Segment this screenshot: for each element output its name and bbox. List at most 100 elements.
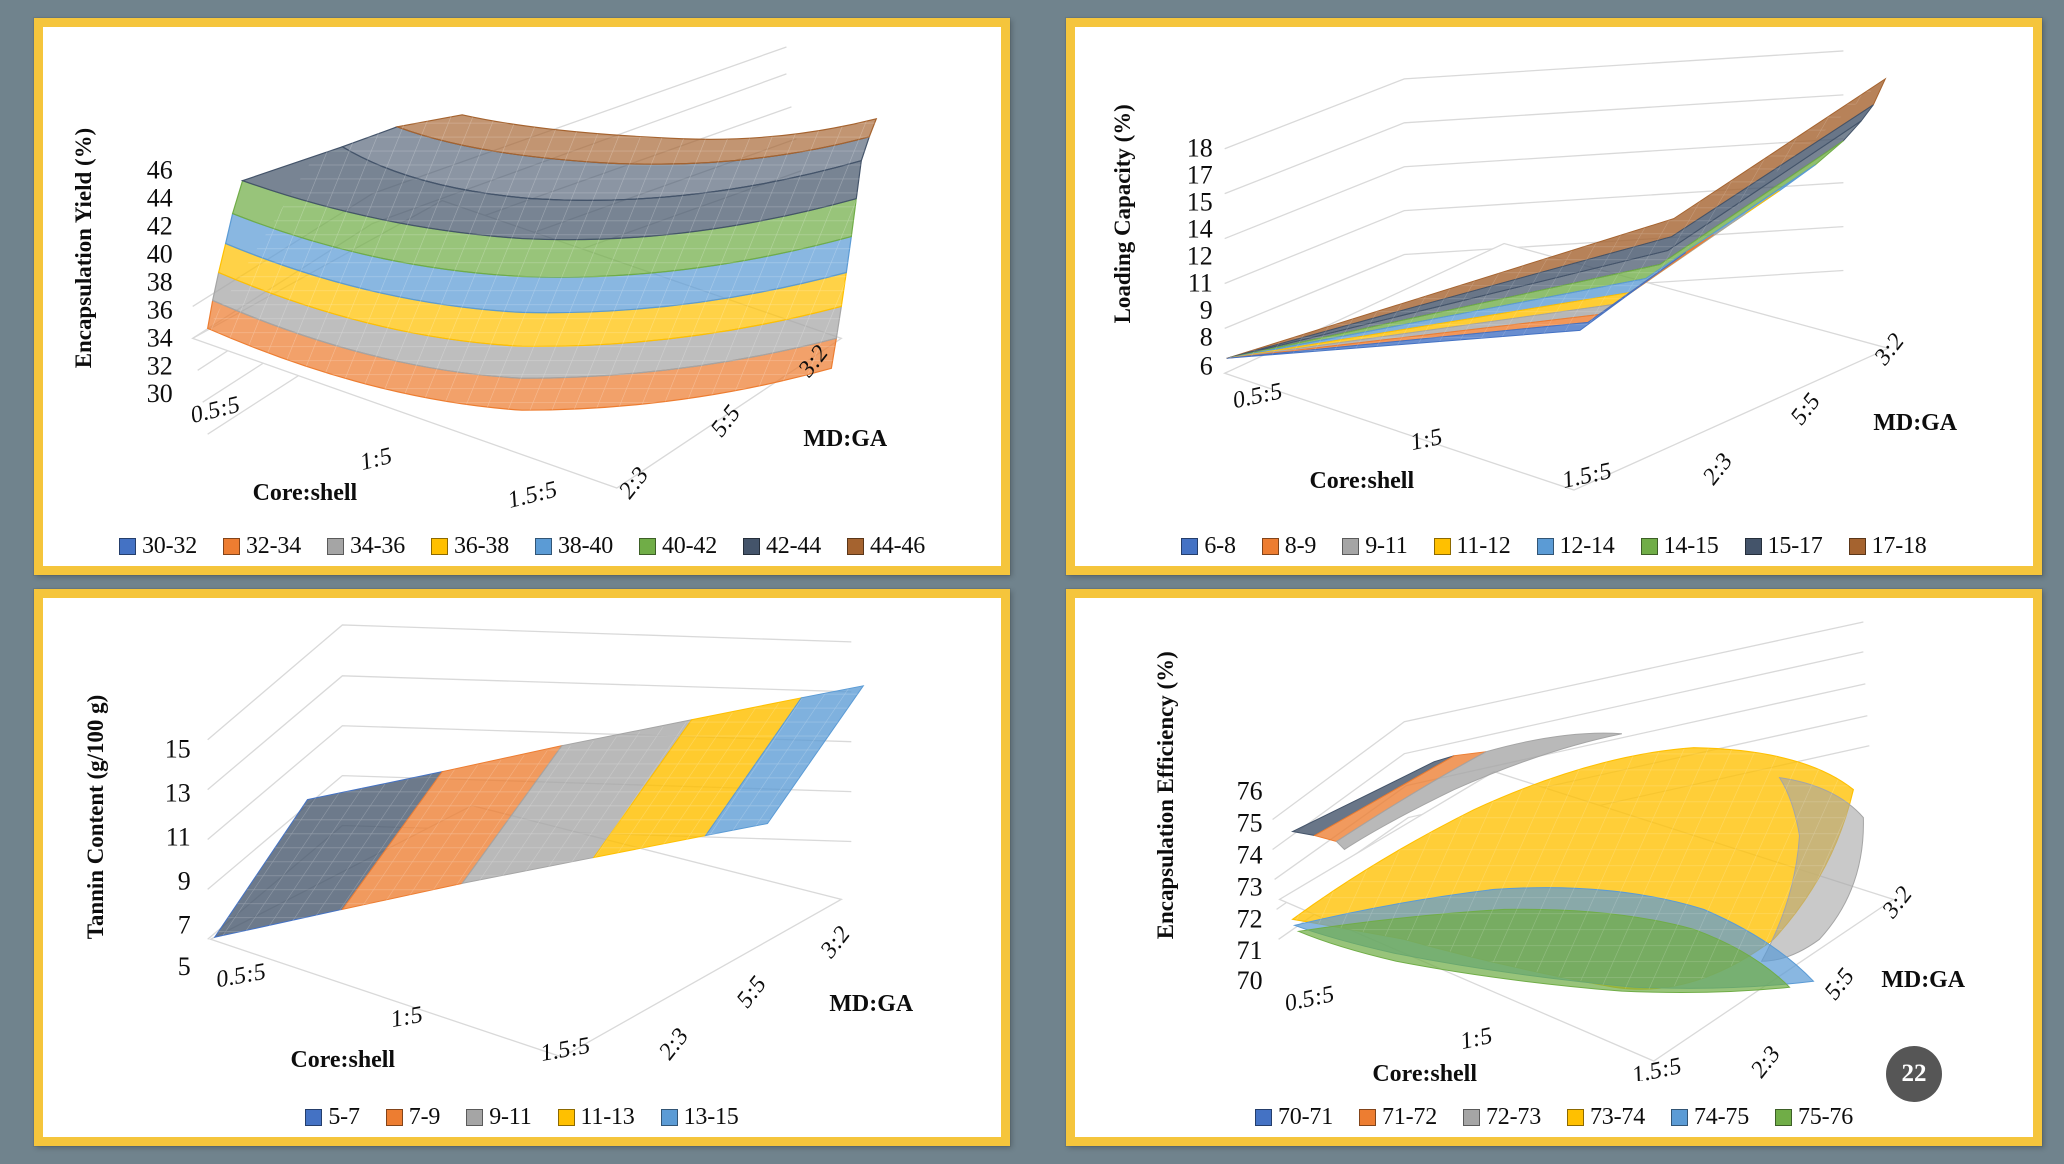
legend-item-label: 9-11 — [489, 1104, 532, 1130]
legend-swatch-icon — [327, 538, 344, 555]
legend-swatch-icon — [1744, 538, 1762, 555]
legend-item[interactable]: 75-76 — [1775, 1104, 1853, 1131]
legend-item[interactable]: 36-38 — [431, 533, 509, 560]
svg-text:38: 38 — [147, 267, 173, 296]
legend-item-label: 72-73 — [1486, 1104, 1541, 1130]
legend-swatch-icon — [743, 538, 760, 555]
legend-swatch-icon — [535, 538, 552, 555]
legend-swatch-icon — [660, 1109, 678, 1126]
x-axis-title-4: Core:shell — [1372, 1061, 1477, 1081]
svg-text:42: 42 — [147, 212, 173, 241]
legend-item[interactable]: 30-32 — [119, 533, 197, 560]
legend-item[interactable]: 32-34 — [223, 533, 301, 560]
legend-swatch-icon — [1640, 538, 1658, 555]
legend-item[interactable]: 15-17 — [1744, 533, 1823, 560]
svg-text:76: 76 — [1237, 777, 1263, 806]
legend-swatch-icon — [1536, 538, 1554, 555]
legend-item[interactable]: 42-44 — [743, 533, 821, 560]
x-axis-ticks-4: 0.5:5 1:5 1.5:5 — [1282, 981, 1683, 1081]
legend-swatch-icon — [1463, 1109, 1480, 1126]
legend-item-label: 32-34 — [246, 533, 301, 559]
legend-item-label: 36-38 — [454, 533, 509, 559]
legend-item[interactable]: 44-46 — [847, 533, 925, 560]
surface-bands — [1290, 732, 1864, 994]
legend-item[interactable]: 40-42 — [639, 533, 717, 560]
svg-text:15: 15 — [165, 735, 191, 764]
legend-item[interactable]: 38-40 — [535, 533, 613, 560]
svg-text:6: 6 — [1200, 351, 1213, 380]
y-axis-title-4: Encapsulation Efficiency (%) — [1153, 651, 1178, 939]
svg-text:1:5: 1:5 — [357, 443, 394, 476]
legend-item-label: 11-13 — [580, 1104, 635, 1130]
legend-item[interactable]: 70-71 — [1255, 1104, 1333, 1131]
legend-swatch-icon — [1342, 538, 1360, 555]
svg-text:72: 72 — [1237, 904, 1263, 933]
legend-item[interactable]: 11-12 — [1433, 533, 1511, 560]
svg-text:12: 12 — [1187, 242, 1213, 271]
legend-item-label: 74-75 — [1694, 1104, 1749, 1130]
z-axis-title-1: MD:GA — [803, 426, 887, 452]
svg-text:1:5: 1:5 — [1408, 424, 1445, 456]
legend-item-label: 12-14 — [1559, 533, 1615, 559]
legend-item-label: 15-17 — [1767, 533, 1823, 559]
chart-area-tannin-content: 15 13 11 9 7 5 Tannin Content (g/100 g) 0.5… — [43, 598, 1001, 1081]
surface-bands — [213, 685, 865, 939]
svg-text:74: 74 — [1237, 840, 1263, 869]
legend-item-label: 7-9 — [408, 1104, 441, 1130]
y-axis-ticks-3: 15 13 11 9 7 5 — [165, 735, 191, 982]
chart-panel-tannin-content[interactable]: 15 13 11 9 7 5 Tannin Content (g/100 g) 0.5… — [34, 589, 1010, 1146]
svg-text:32: 32 — [147, 351, 173, 380]
legend-item[interactable]: 71-72 — [1359, 1104, 1437, 1131]
svg-text:2:3: 2:3 — [1746, 1042, 1786, 1081]
svg-text:73: 73 — [1237, 872, 1263, 901]
svg-text:0.5:5: 0.5:5 — [188, 392, 243, 429]
legend-item[interactable]: 14-15 — [1640, 533, 1719, 560]
legend-item[interactable]: 74-75 — [1671, 1104, 1749, 1131]
svg-text:0.5:5: 0.5:5 — [1282, 981, 1336, 1017]
legend-item[interactable]: 12-14 — [1536, 533, 1615, 560]
svg-text:71: 71 — [1237, 936, 1263, 965]
legend-item-label: 38-40 — [558, 533, 613, 559]
legend-swatch-icon — [223, 538, 240, 555]
legend-item[interactable]: 73-74 — [1567, 1104, 1645, 1131]
legend-item[interactable]: 5-7 — [305, 1104, 360, 1131]
chart-area-encapsulation-efficiency: 76 75 74 73 72 71 70 Encapsulation Efficien… — [1075, 598, 2033, 1081]
svg-text:40: 40 — [147, 240, 173, 269]
svg-text:1:5: 1:5 — [389, 1002, 425, 1033]
legend-item[interactable]: 6-8 — [1181, 533, 1236, 560]
legend-swatch-icon — [1775, 1109, 1792, 1126]
legend-item[interactable]: 17-18 — [1848, 533, 1927, 560]
legend-swatch-icon — [557, 1109, 575, 1126]
legend-item[interactable]: 7-9 — [385, 1104, 441, 1131]
svg-text:75: 75 — [1237, 809, 1263, 838]
svg-text:3:2: 3:2 — [1877, 882, 1918, 924]
legend-item[interactable]: 11-13 — [557, 1104, 635, 1131]
legend-swatch-icon — [847, 538, 864, 555]
legend-item[interactable]: 9-11 — [466, 1104, 532, 1131]
svg-text:5:5: 5:5 — [732, 972, 772, 1013]
legend-item[interactable]: 72-73 — [1463, 1104, 1541, 1131]
svg-text:3:2: 3:2 — [1869, 329, 1910, 371]
legend-swatch-icon — [431, 538, 448, 555]
svg-text:14: 14 — [1187, 215, 1213, 244]
svg-text:17: 17 — [1187, 161, 1213, 190]
legend-swatch-icon — [466, 1109, 484, 1126]
legend-item[interactable]: 8-9 — [1261, 533, 1316, 560]
legend-item-label: 73-74 — [1590, 1104, 1645, 1130]
chart-panel-encapsulation-efficiency[interactable]: 76 75 74 73 72 71 70 Encapsulation Efficien… — [1066, 589, 2042, 1146]
legend-swatch-icon — [1433, 538, 1451, 555]
svg-text:5:5: 5:5 — [1820, 964, 1860, 1005]
floor-plane — [1222, 242, 1891, 491]
chart-panel-encapsulation-yield[interactable]: 46 44 42 40 38 36 34 32 30 Encapsulation Yie… — [34, 18, 1010, 575]
legend-item[interactable]: 34-36 — [327, 533, 405, 560]
legend-item-label: 14-15 — [1663, 533, 1719, 559]
legend-item-label: 40-42 — [662, 533, 717, 559]
legend-item[interactable]: 9-11 — [1342, 533, 1408, 560]
svg-text:18: 18 — [1187, 134, 1213, 163]
legend-item-label: 75-76 — [1798, 1104, 1853, 1130]
legend-item-label: 11-12 — [1456, 533, 1511, 559]
legend-swatch-icon — [385, 1109, 403, 1126]
legend-item[interactable]: 13-15 — [660, 1104, 739, 1131]
